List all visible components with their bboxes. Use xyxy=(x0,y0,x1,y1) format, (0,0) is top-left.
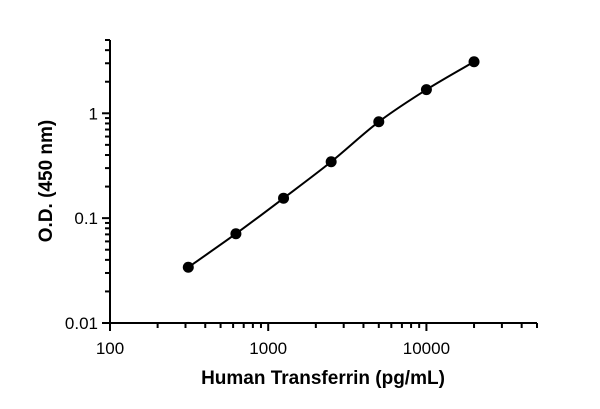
y-ticks: 0.01 0.1 1 xyxy=(65,39,110,333)
y-tick-label: 0.01 xyxy=(65,314,98,333)
data-point xyxy=(468,56,480,68)
x-tick-label: 100 xyxy=(96,339,124,358)
x-axis-title: Human Transferrin (pg/mL) xyxy=(201,368,445,389)
data-point xyxy=(420,84,432,96)
data-points xyxy=(182,56,480,273)
data-point xyxy=(278,192,290,204)
x-tick-label: 1000 xyxy=(249,339,287,358)
y-axis-title: O.D. (450 nm) xyxy=(36,120,57,242)
y-tick-label: 1 xyxy=(89,104,98,123)
data-point xyxy=(182,261,194,273)
data-point xyxy=(230,228,242,240)
data-point xyxy=(373,116,385,128)
y-tick-label: 0.1 xyxy=(74,209,98,228)
axes xyxy=(109,40,537,324)
data-point xyxy=(325,156,337,168)
x-ticks: 100 1000 10000 xyxy=(96,323,538,358)
x-tick-label: 10000 xyxy=(403,339,450,358)
